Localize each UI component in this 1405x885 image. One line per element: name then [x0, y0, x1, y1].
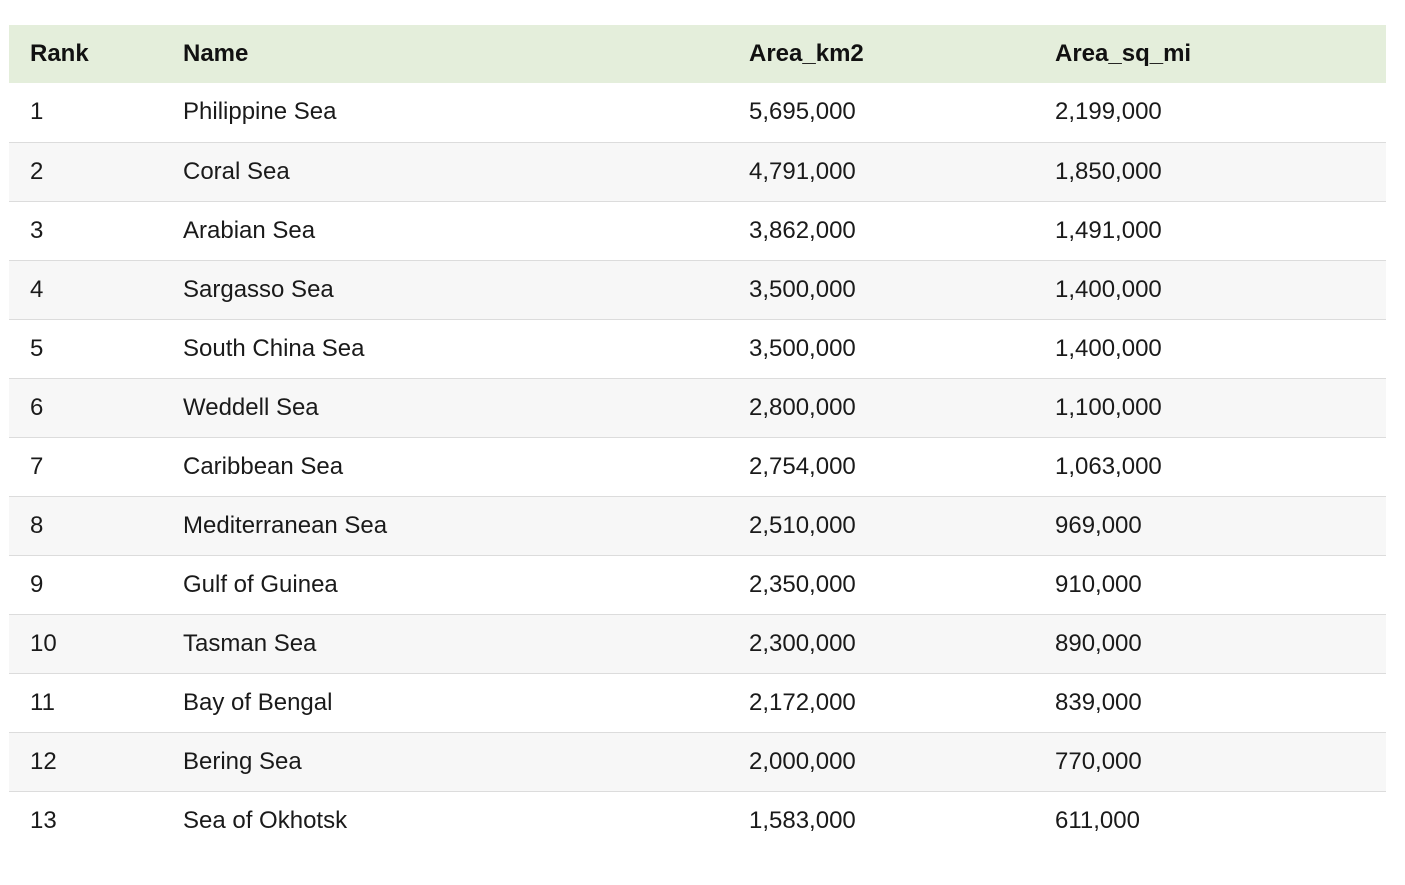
rank-cell: 1: [30, 98, 44, 126]
header-area-sq-mi[interactable]: Area_sq_mi: [1055, 40, 1192, 67]
area-km2-cell: 1,583,000: [749, 806, 856, 834]
table-row: 9 Gulf of Guinea 2,350,000 910,000: [9, 555, 1386, 614]
table-row: 3 Arabian Sea 3,862,000 1,491,000: [9, 201, 1386, 260]
rank-cell: 7: [30, 452, 44, 480]
area-km2-cell: 2,300,000: [749, 629, 856, 657]
header-area-km2[interactable]: Area_km2: [749, 40, 864, 67]
rank-cell: 9: [30, 570, 44, 598]
table-header: Rank Name Area_km2 Area_sq_mi: [9, 25, 1386, 83]
area-km2-cell: 3,500,000: [749, 334, 856, 362]
name-cell: Philippine Sea: [183, 98, 337, 126]
name-cell: Bay of Bengal: [183, 688, 333, 716]
area-km2-cell: 2,510,000: [749, 511, 856, 539]
area-km2-cell: 2,800,000: [749, 393, 856, 421]
area-sq-mi-cell: 1,100,000: [1055, 393, 1162, 421]
rank-cell: 10: [30, 629, 57, 657]
area-sq-mi-cell: 1,400,000: [1055, 275, 1162, 303]
header-name[interactable]: Name: [183, 40, 249, 67]
name-cell: Gulf of Guinea: [183, 570, 338, 598]
name-cell: Tasman Sea: [183, 629, 317, 657]
name-cell: Sargasso Sea: [183, 275, 334, 303]
seas-table: Rank Name Area_km2 Area_sq_mi 1 Philippin…: [9, 25, 1386, 850]
area-km2-cell: 5,695,000: [749, 98, 856, 126]
table-row: 12 Bering Sea 2,000,000 770,000: [9, 732, 1386, 791]
header-rank[interactable]: Rank: [30, 40, 89, 67]
table-row: 10 Tasman Sea 2,300,000 890,000: [9, 614, 1386, 673]
area-sq-mi-cell: 1,850,000: [1055, 157, 1162, 185]
table-body: 1 Philippine Sea 5,695,000 2,199,000 2 Coral …: [9, 83, 1386, 850]
area-sq-mi-cell: 969,000: [1055, 511, 1142, 539]
area-km2-cell: 2,000,000: [749, 747, 856, 775]
area-sq-mi-cell: 1,063,000: [1055, 452, 1162, 480]
area-km2-cell: 2,754,000: [749, 452, 856, 480]
rank-cell: 3: [30, 216, 44, 244]
rank-cell: 8: [30, 511, 44, 539]
rank-cell: 11: [30, 688, 55, 716]
area-km2-cell: 2,350,000: [749, 570, 856, 598]
table-row: 13 Sea of Okhotsk 1,583,000 611,000: [9, 791, 1386, 850]
header-row: Rank Name Area_km2 Area_sq_mi: [9, 25, 1386, 83]
rank-cell: 12: [30, 747, 57, 775]
rank-cell: 4: [30, 275, 44, 303]
rank-cell: 13: [30, 806, 57, 834]
area-sq-mi-cell: 1,400,000: [1055, 334, 1162, 362]
area-km2-cell: 3,862,000: [749, 216, 856, 244]
name-cell: Bering Sea: [183, 747, 302, 775]
table-row: 11 Bay of Bengal 2,172,000 839,000: [9, 673, 1386, 732]
name-cell: Mediterranean Sea: [183, 511, 388, 539]
area-sq-mi-cell: 910,000: [1055, 570, 1142, 598]
seas-table-container: Rank Name Area_km2 Area_sq_mi 1 Philippin…: [9, 25, 1386, 850]
area-sq-mi-cell: 770,000: [1055, 747, 1142, 775]
name-cell: South China Sea: [183, 334, 365, 362]
area-sq-mi-cell: 839,000: [1055, 688, 1142, 716]
table-row: 8 Mediterranean Sea 2,510,000 969,000: [9, 496, 1386, 555]
name-cell: Weddell Sea: [183, 393, 319, 421]
name-cell: Sea of Okhotsk: [183, 806, 348, 834]
name-cell: Coral Sea: [183, 157, 290, 185]
rank-cell: 6: [30, 393, 44, 421]
name-cell: Arabian Sea: [183, 216, 316, 244]
table-row: 6 Weddell Sea 2,800,000 1,100,000: [9, 378, 1386, 437]
area-sq-mi-cell: 611,000: [1055, 806, 1140, 834]
area-sq-mi-cell: 2,199,000: [1055, 98, 1162, 126]
area-km2-cell: 4,791,000: [749, 157, 856, 185]
area-sq-mi-cell: 890,000: [1055, 629, 1142, 657]
area-sq-mi-cell: 1,491,000: [1055, 216, 1162, 244]
area-km2-cell: 3,500,000: [749, 275, 856, 303]
table-row: 2 Coral Sea 4,791,000 1,850,000: [9, 142, 1386, 201]
area-km2-cell: 2,172,000: [749, 688, 856, 716]
rank-cell: 5: [30, 334, 44, 362]
table-row: 1 Philippine Sea 5,695,000 2,199,000: [9, 83, 1386, 142]
name-cell: Caribbean Sea: [183, 452, 344, 480]
table-row: 4 Sargasso Sea 3,500,000 1,400,000: [9, 260, 1386, 319]
table-row: 5 South China Sea 3,500,000 1,400,000: [9, 319, 1386, 378]
rank-cell: 2: [30, 157, 44, 185]
table-row: 7 Caribbean Sea 2,754,000 1,063,000: [9, 437, 1386, 496]
